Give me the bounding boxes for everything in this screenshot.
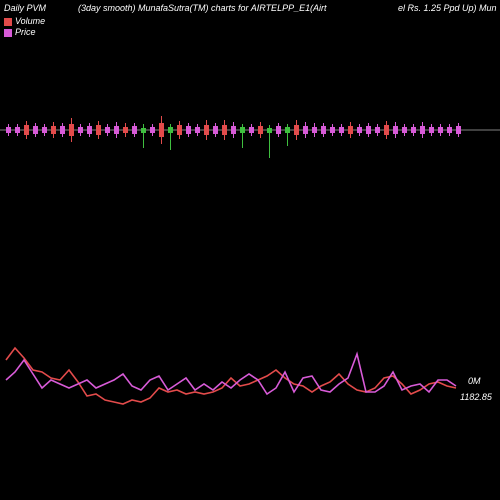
legend-item-price: Price: [4, 27, 45, 38]
line-label-price: 0M: [468, 376, 481, 386]
chart-legend: Volume Price: [4, 16, 45, 38]
line-panel-svg: [0, 330, 500, 440]
candle-panel-svg: [0, 90, 500, 170]
legend-label-volume: Volume: [15, 16, 45, 27]
legend-item-volume: Volume: [4, 16, 45, 27]
line-label-volume: 1182.85: [460, 392, 492, 402]
header-mid1: (3day smooth) MunafaSutra(TM) charts for…: [78, 3, 310, 13]
header-right: el Rs. 1.25 Ppd Up) Mun: [398, 3, 497, 13]
legend-swatch-volume: [4, 18, 12, 26]
header-left: Daily PVM: [4, 3, 46, 13]
chart-header: Daily PVM (3day smooth) MunafaSutra(TM) …: [0, 3, 500, 17]
legend-label-price: Price: [15, 27, 36, 38]
header-mid2: (Airt: [310, 3, 327, 13]
legend-swatch-price: [4, 29, 12, 37]
chart-container: Daily PVM (3day smooth) MunafaSutra(TM) …: [0, 0, 500, 500]
